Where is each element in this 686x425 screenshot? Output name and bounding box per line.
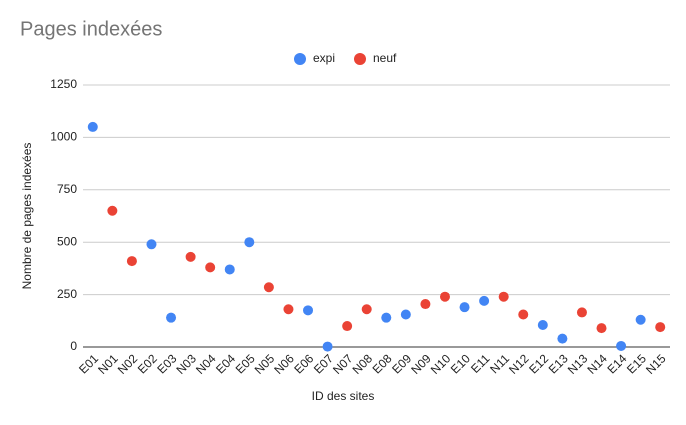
point bbox=[518, 309, 529, 320]
point bbox=[244, 237, 255, 248]
point bbox=[498, 291, 509, 302]
point bbox=[381, 312, 392, 323]
x-tick-label: N15 bbox=[643, 351, 669, 377]
point bbox=[166, 312, 177, 323]
point bbox=[420, 299, 431, 310]
point bbox=[361, 304, 372, 315]
point bbox=[616, 340, 627, 351]
point bbox=[224, 264, 235, 275]
point bbox=[87, 121, 98, 132]
point bbox=[263, 282, 274, 293]
y-tick-label: 500 bbox=[57, 234, 77, 248]
y-tick-label: 1250 bbox=[50, 77, 77, 91]
point bbox=[146, 239, 157, 250]
point bbox=[205, 262, 216, 273]
point bbox=[126, 256, 137, 267]
point bbox=[342, 321, 353, 332]
point bbox=[635, 314, 646, 325]
legend-marker bbox=[294, 53, 306, 65]
x-axis-label: ID des sites bbox=[312, 389, 375, 403]
y-axis-label: Nombre de pages indexées bbox=[20, 143, 34, 290]
legend-label: neuf bbox=[373, 51, 397, 65]
point bbox=[557, 333, 568, 344]
chart-title: Pages indexées bbox=[20, 18, 162, 40]
point bbox=[303, 305, 314, 316]
y-tick-label: 0 bbox=[70, 339, 77, 353]
point bbox=[439, 291, 450, 302]
y-tick-label: 250 bbox=[57, 287, 77, 301]
legend-marker bbox=[354, 53, 366, 65]
point bbox=[596, 323, 607, 334]
point bbox=[322, 341, 333, 352]
point bbox=[655, 322, 666, 333]
point bbox=[107, 205, 118, 216]
y-tick-label: 750 bbox=[57, 182, 77, 196]
point bbox=[576, 307, 587, 318]
point bbox=[459, 302, 470, 313]
legend-label: expi bbox=[313, 51, 335, 65]
point bbox=[537, 319, 548, 330]
point bbox=[185, 251, 196, 262]
point bbox=[283, 304, 294, 315]
point bbox=[479, 295, 490, 306]
point bbox=[400, 309, 411, 320]
y-tick-label: 1000 bbox=[50, 130, 77, 144]
